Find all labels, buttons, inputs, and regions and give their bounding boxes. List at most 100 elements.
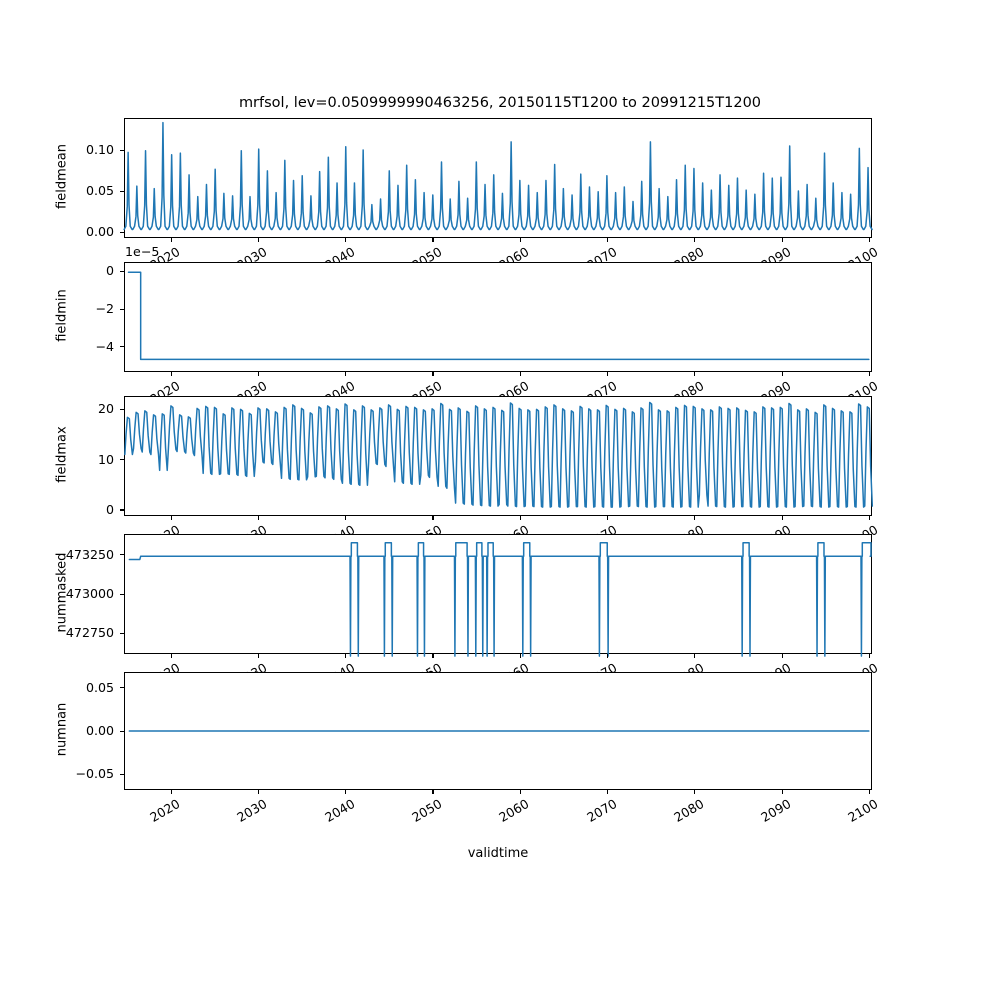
x-tick-mark xyxy=(607,238,609,242)
series-nummasked xyxy=(125,535,871,653)
y-tick-mark xyxy=(120,687,124,689)
x-tick-label: 2090 xyxy=(758,796,794,826)
y-tick-mark xyxy=(120,308,124,310)
x-tick-mark xyxy=(519,516,521,520)
x-tick-mark xyxy=(432,372,434,376)
x-tick-mark xyxy=(519,372,521,376)
y-tick-label: −2 xyxy=(95,301,114,316)
y-tick-mark xyxy=(120,730,124,732)
y-tick-label: 0 xyxy=(105,263,114,279)
x-tick-mark xyxy=(519,790,521,794)
x-tick-mark xyxy=(781,238,783,242)
x-tick-mark xyxy=(868,790,870,794)
y-tick-mark xyxy=(120,408,124,410)
plot-panel-numnan xyxy=(124,672,872,790)
series-fieldmax xyxy=(125,397,871,515)
x-tick-mark xyxy=(170,516,172,520)
y-tick-label: 472750 xyxy=(65,625,114,641)
x-tick-mark xyxy=(257,790,259,794)
x-tick-mark xyxy=(432,790,434,794)
x-tick-mark xyxy=(868,654,870,658)
x-tick-mark xyxy=(694,372,696,376)
x-tick-mark xyxy=(694,790,696,794)
x-tick-mark xyxy=(432,516,434,520)
x-tick-mark xyxy=(345,654,347,658)
y-tick-mark xyxy=(120,773,124,775)
x-tick-mark xyxy=(345,238,347,242)
data-line-fieldmin xyxy=(128,272,868,359)
y-tick-label: 473000 xyxy=(65,586,114,601)
plot-panel-fieldmean xyxy=(124,118,872,238)
series-numnan xyxy=(125,673,871,789)
x-tick-mark xyxy=(694,516,696,520)
x-tick-label: 2030 xyxy=(234,796,270,826)
figure-title: mrfsol, lev=0.0509999990463256, 20150115… xyxy=(238,95,762,111)
x-tick-mark xyxy=(868,372,870,376)
x-tick-label: 2070 xyxy=(583,796,620,826)
x-tick-label: 2060 xyxy=(496,796,532,826)
y-tick-mark xyxy=(120,149,124,151)
x-tick-mark xyxy=(257,654,259,658)
x-tick-mark xyxy=(345,790,347,794)
x-tick-mark xyxy=(607,372,609,376)
y-axis-offset-text: 1e−5 xyxy=(125,244,160,259)
x-tick-mark xyxy=(607,790,609,794)
data-line-fieldmean xyxy=(124,123,872,230)
y-tick-mark xyxy=(120,632,124,635)
plot-panel-nummasked xyxy=(124,534,872,654)
series-fieldmin xyxy=(125,263,871,371)
x-tick-mark xyxy=(170,790,172,794)
y-tick-label: 473250 xyxy=(65,546,114,562)
y-tick-label: 20 xyxy=(97,401,114,417)
y-tick-label: 0.05 xyxy=(85,183,114,199)
x-tick-mark xyxy=(345,516,347,520)
series-fieldmean xyxy=(125,119,871,237)
x-tick-mark xyxy=(257,372,259,376)
y-tick-mark xyxy=(120,190,124,192)
x-tick-label: 2020 xyxy=(147,796,183,826)
y-tick-label: −0.05 xyxy=(75,766,114,782)
y-tick-label: 0.05 xyxy=(85,679,114,695)
x-tick-mark xyxy=(781,516,783,520)
y-tick-mark xyxy=(120,231,124,233)
x-tick-mark xyxy=(345,372,347,376)
x-tick-mark xyxy=(519,654,521,658)
x-tick-label: 2100 xyxy=(845,796,881,826)
y-tick-label: 0.00 xyxy=(85,224,114,240)
x-tick-mark xyxy=(868,516,870,520)
y-tick-label: 0 xyxy=(105,501,114,517)
x-tick-label: 2050 xyxy=(409,796,445,826)
data-line-nummasked xyxy=(129,543,871,656)
x-tick-mark xyxy=(432,654,434,658)
x-tick-mark xyxy=(170,372,172,376)
y-tick-mark xyxy=(120,593,124,595)
y-tick-label: 10 xyxy=(97,451,114,467)
y-tick-label: −4 xyxy=(95,338,114,354)
x-tick-mark xyxy=(519,238,521,242)
x-tick-mark xyxy=(781,372,783,376)
x-tick-mark xyxy=(170,654,172,658)
x-tick-mark xyxy=(170,238,172,242)
x-tick-mark xyxy=(781,790,783,794)
x-tick-mark xyxy=(781,654,783,658)
plot-panel-fieldmin xyxy=(124,262,872,372)
x-tick-mark xyxy=(607,516,609,520)
x-tick-label: 2080 xyxy=(671,796,707,826)
y-tick-mark xyxy=(120,270,124,272)
x-tick-label: 2040 xyxy=(321,796,358,826)
x-tick-mark xyxy=(868,238,870,242)
x-tick-mark xyxy=(257,516,259,520)
y-tick-mark xyxy=(120,509,124,511)
y-tick-label: 0.00 xyxy=(85,723,114,738)
y-tick-mark xyxy=(120,346,124,348)
x-axis-label: validtime xyxy=(467,846,529,861)
x-tick-mark xyxy=(257,238,259,242)
plot-panel-fieldmax xyxy=(124,396,872,516)
y-tick-mark xyxy=(120,459,124,461)
data-line-fieldmax xyxy=(125,402,872,507)
y-tick-mark xyxy=(120,554,124,556)
x-tick-mark xyxy=(694,654,696,658)
y-tick-label: 0.10 xyxy=(85,142,114,158)
x-tick-mark xyxy=(432,238,434,242)
